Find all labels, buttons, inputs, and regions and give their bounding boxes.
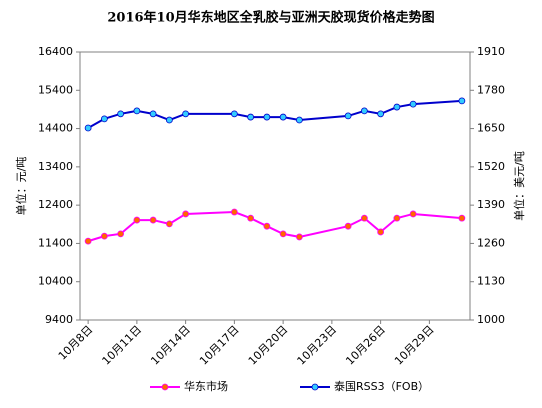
chart-title: 2016年10月华东地区全乳胶与亚洲天胶现货价格走势图 (107, 10, 434, 26)
y-tick-label: 11400 (38, 236, 73, 249)
point (182, 210, 190, 218)
x-tick-label: 10月29日 (392, 323, 437, 368)
legend-marker (311, 383, 319, 391)
point (117, 230, 125, 238)
y2-axis-label: 单位：美元/吨 (512, 151, 526, 221)
point (165, 116, 173, 124)
point (133, 107, 141, 115)
x-tick-label: 10月8日 (56, 323, 96, 363)
point (393, 103, 401, 111)
legend-marker (161, 383, 169, 391)
y2-tick-label: 1130 (477, 275, 505, 288)
point (117, 110, 125, 118)
y-tick-label: 15400 (38, 83, 73, 96)
point (100, 232, 108, 240)
y-tick-label: 10400 (38, 275, 73, 288)
point (295, 233, 303, 241)
point (279, 113, 287, 121)
point (393, 214, 401, 222)
y2-tick-label: 1780 (477, 83, 505, 96)
x-tick-label: 10月17日 (197, 323, 242, 368)
point (344, 222, 352, 230)
point (84, 124, 92, 132)
x-tick-label: 10月20日 (246, 323, 291, 368)
y-tick-label: 14400 (38, 122, 73, 135)
x-tick-label: 10月14日 (148, 323, 193, 368)
series-line (87, 211, 462, 243)
y-axis-label: 单位：元/吨 (14, 157, 28, 216)
point (165, 220, 173, 228)
point (360, 214, 368, 222)
point (230, 208, 238, 216)
legend-label: 泰国RSS3（FOB） (334, 379, 429, 393)
y2-tick-label: 1520 (477, 160, 505, 173)
point (263, 113, 271, 121)
point (149, 216, 157, 224)
y-tick-label: 13400 (38, 160, 73, 173)
point (409, 210, 417, 218)
y-tick-label: 16400 (38, 45, 73, 58)
point (100, 115, 108, 123)
point (133, 216, 141, 224)
point (149, 110, 157, 118)
point (230, 110, 238, 118)
point (409, 100, 417, 108)
y2-tick-label: 1650 (477, 122, 505, 135)
plot-frame (79, 51, 471, 321)
series-line (87, 99, 462, 129)
point (247, 214, 255, 222)
point (84, 237, 92, 245)
point (279, 230, 287, 238)
y2-tick-label: 1390 (477, 198, 505, 211)
point (295, 116, 303, 124)
point (458, 214, 466, 222)
x-tick-label: 10月23日 (295, 323, 340, 368)
x-tick-label: 10月26日 (343, 323, 388, 368)
legend-label: 华东市场 (184, 379, 228, 393)
point (377, 110, 385, 118)
y2-tick-label: 1260 (477, 236, 505, 249)
point (263, 222, 271, 230)
y2-tick-label: 1910 (477, 45, 505, 58)
point (360, 107, 368, 115)
point (344, 112, 352, 120)
point (458, 97, 466, 105)
y2-tick-label: 1000 (477, 313, 505, 326)
point (247, 113, 255, 121)
y-tick-label: 9400 (45, 313, 73, 326)
point (182, 110, 190, 118)
y-tick-label: 12400 (38, 198, 73, 211)
x-tick-label: 10月11日 (100, 323, 145, 368)
point (377, 228, 385, 236)
